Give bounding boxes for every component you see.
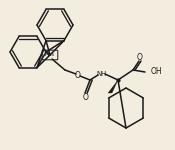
Text: N: N (96, 71, 102, 77)
Text: O: O (75, 70, 81, 80)
Text: OH: OH (151, 68, 163, 76)
FancyBboxPatch shape (42, 50, 58, 60)
Text: O: O (137, 52, 143, 62)
Text: O: O (83, 93, 89, 102)
Text: Abs: Abs (45, 52, 55, 57)
Polygon shape (108, 80, 118, 93)
Text: H: H (100, 71, 106, 77)
